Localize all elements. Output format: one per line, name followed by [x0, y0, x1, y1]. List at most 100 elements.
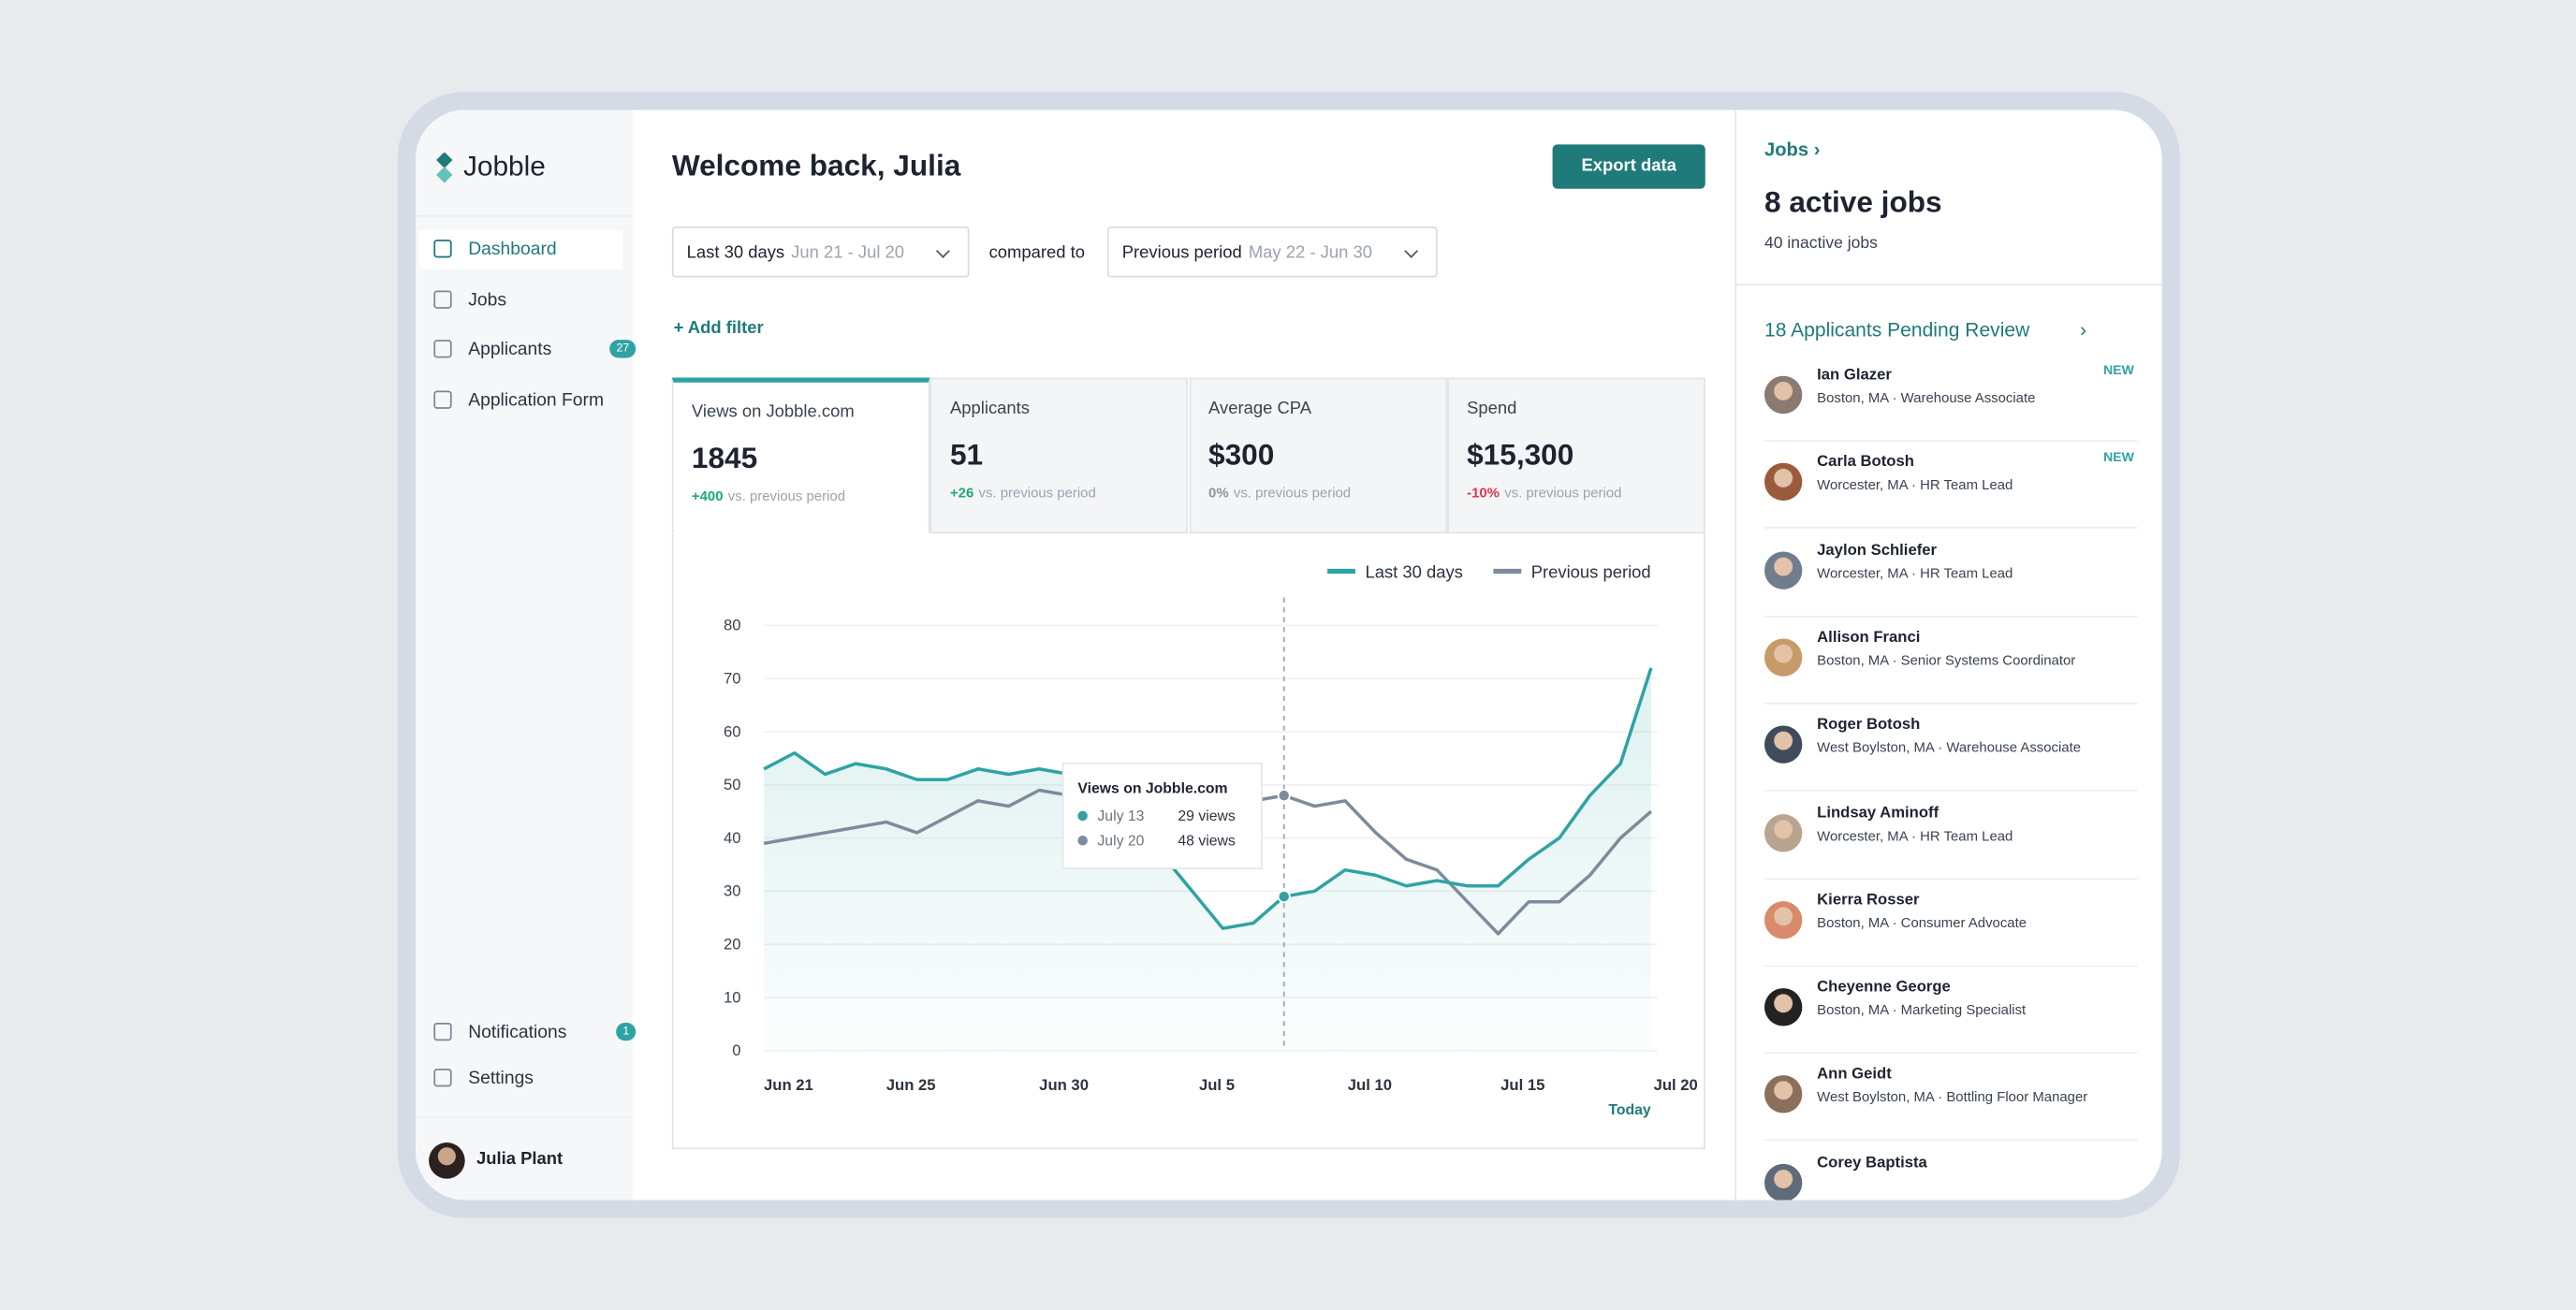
metric-value: $15,300	[1467, 438, 1574, 472]
page-title: Welcome back, Julia	[671, 149, 961, 182]
line	[763, 667, 1653, 930]
jobs-link[interactable]: Jobs ›	[1764, 140, 1821, 161]
metric-change: +400 vs. previous period	[692, 488, 845, 504]
metric-change: +26 vs. previous period	[950, 485, 1096, 502]
add-filter-text: Add filter	[687, 318, 764, 339]
applicant-name: Roger Botosh	[1817, 716, 1921, 735]
nav-icon	[433, 1022, 452, 1041]
avatar	[1764, 725, 1803, 764]
x-tick-label: Jul 10	[1348, 1076, 1392, 1094]
metric-card[interactable]: Applicants 51 +26 vs. previous period	[929, 377, 1189, 534]
nav-item[interactable]: Settings	[419, 1059, 623, 1099]
jobs-link-text: Jobs	[1764, 140, 1809, 161]
active-jobs: 8 active jobs	[1764, 185, 1942, 219]
avatar	[1764, 988, 1803, 1026]
metric-card[interactable]: Average CPA $300 0% vs. previous period	[1188, 377, 1447, 534]
previous: Previous period	[1121, 242, 1242, 263]
tooltip-value: 48 views	[1178, 834, 1236, 850]
divider	[416, 1115, 633, 1118]
applicant-name: Cheyenne George	[1817, 978, 1951, 997]
tooltip	[1061, 762, 1263, 869]
avatar	[1764, 1163, 1803, 1201]
avatar	[1764, 900, 1803, 939]
avatar	[1764, 375, 1803, 415]
period: Last 30 days	[686, 242, 785, 263]
nav-label: Jobs	[468, 289, 507, 311]
new-badge: NEW	[2103, 450, 2134, 466]
inactive-jobs: 40 inactive jobs	[1764, 234, 1878, 254]
metric-card[interactable]: Spend $15,300 -10% vs. previous period	[1447, 377, 1705, 534]
logo-text: Jobble	[462, 151, 546, 182]
nav-icon	[433, 289, 452, 309]
logo-icon	[436, 153, 453, 183]
previous-range: May 22 - Jun 30	[1248, 242, 1372, 263]
applicant-name: Ann Geidt	[1817, 1066, 1892, 1084]
pending-link[interactable]: 18 Applicants Pending Review ›	[1764, 318, 2086, 342]
screen: Jobble Julia Plant Dashboard Jobs Applican…	[416, 109, 2162, 1201]
applicant-detail: Boston, MA · Marketing Specialist	[1817, 1001, 2027, 1018]
nav-badge: 27	[609, 340, 637, 359]
tooltip-dot	[1077, 810, 1088, 822]
metric-value: 51	[949, 438, 984, 472]
period-range: Jun 21 - Jul 20	[791, 242, 905, 263]
applicant-row[interactable]: Roger Botosh West Boylston, MA · Warehous…	[1764, 703, 2138, 792]
change-note: vs. previous period	[978, 484, 1096, 502]
applicant-name: Carla Botosh	[1817, 453, 1914, 473]
applicant-row[interactable]: Carla Botosh Worcester, MA · HR Team Lead…	[1764, 441, 2138, 530]
new-badge: NEW	[2103, 362, 2134, 378]
user-name[interactable]: Julia Plant	[476, 1149, 564, 1170]
applicant-row[interactable]: Cheyenne George Boston, MA · Marketing Sp…	[1764, 966, 2138, 1055]
y-tick-label: 40	[724, 829, 741, 847]
applicant-detail: Worcester, MA · HR Team Lead	[1817, 476, 2013, 493]
metric-card[interactable]: Views on Jobble.com 1845 +400 vs. previous …	[671, 377, 930, 534]
sidebar: Jobble Julia Plant Dashboard Jobs Applican…	[416, 109, 637, 1201]
nav-item[interactable]: Application Form	[419, 381, 623, 420]
avatar	[1764, 638, 1803, 677]
y-tick-label: 80	[724, 617, 741, 634]
divider	[416, 214, 633, 217]
nav-icon	[433, 1069, 452, 1087]
today-label: Today	[1608, 1102, 1651, 1118]
tooltip-label: July 13	[1097, 808, 1144, 824]
nav-item[interactable]: Jobs	[419, 280, 623, 319]
applicant-name: Jaylon Schliefer	[1817, 541, 1938, 560]
applicant-name: Corey Baptista	[1817, 1153, 1927, 1172]
jobs-panel: Jobs › 8 active jobs 40 inactive jobs 18…	[1734, 109, 2162, 1201]
divider	[1736, 284, 2162, 286]
nav-icon	[433, 390, 452, 410]
applicant-detail: West Boylston, MA · Warehouse Associate	[1817, 738, 2082, 756]
x-tick-label: Jul 20	[1654, 1076, 1698, 1094]
x-tick-label: Jun 25	[886, 1076, 936, 1094]
avatar	[1764, 463, 1803, 502]
nav-badge: 1	[616, 1022, 637, 1041]
applicant-detail: Boston, MA · Senior Systems Coordinator	[1817, 651, 2076, 668]
applicant-row[interactable]: Kierra Rosser Boston, MA · Consumer Advoc…	[1764, 878, 2138, 967]
applicant-row[interactable]: Jaylon Schliefer Worcester, MA · HR Team …	[1764, 528, 2138, 617]
add-filter[interactable]: + Add filter	[673, 318, 764, 339]
change-value: -10%	[1467, 484, 1500, 502]
applicant-name: Ian Glazer	[1817, 366, 1892, 385]
nav-item[interactable]: Notifications 1	[419, 1012, 637, 1052]
applicant-row[interactable]: Ann Geidt West Boylston, MA · Bottling Fl…	[1764, 1053, 2138, 1142]
nav-label: Settings	[468, 1069, 534, 1089]
change-note: vs. previous period	[1504, 484, 1622, 502]
pending-text: 18 Applicants Pending Review	[1764, 318, 2030, 342]
applicant-detail: Worcester, MA · HR Team Lead	[1817, 826, 2013, 843]
period-select[interactable]: Last 30 days Jun 21 - Jul 20	[671, 226, 970, 278]
metric-change: -10% vs. previous period	[1467, 485, 1621, 502]
nav-item[interactable]: Dashboard	[418, 229, 623, 269]
user-avatar	[429, 1143, 465, 1179]
metric-label: Average CPA	[1208, 399, 1312, 419]
nav-item[interactable]: Applicants 27	[419, 330, 637, 370]
avatar	[1764, 1075, 1803, 1114]
applicant-row[interactable]: Lindsay Aminoff Worcester, MA · HR Team L…	[1764, 791, 2138, 880]
y-tick-label: 0	[732, 1041, 740, 1059]
applicant-row[interactable]: Allison Franci Boston, MA · Senior System…	[1764, 616, 2138, 705]
compare-select[interactable]: Previous period May 22 - Jun 30	[1106, 226, 1438, 278]
export-button[interactable]: Export data	[1552, 144, 1705, 189]
change-value: +26	[949, 484, 974, 502]
applicant-row[interactable]: Corey Baptista	[1764, 1141, 2137, 1201]
applicant-name: Allison Franci	[1817, 628, 1921, 648]
applicant-row[interactable]: Ian Glazer Boston, MA · Warehouse Associa…	[1764, 353, 2138, 442]
x-tick-label: Jun 30	[1039, 1076, 1089, 1094]
